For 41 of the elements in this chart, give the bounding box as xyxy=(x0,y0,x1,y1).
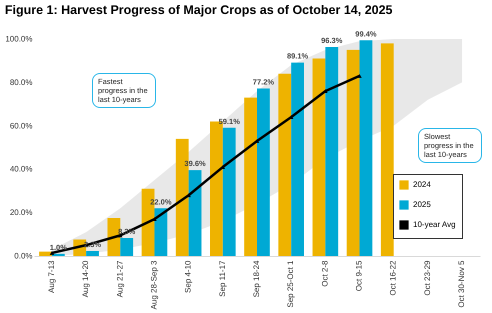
x-tick-label: Oct 30-Nov 5 xyxy=(457,260,466,308)
y-tick-label: 40.0% xyxy=(10,164,32,174)
bar xyxy=(325,47,338,256)
line-series xyxy=(50,74,362,255)
bar xyxy=(278,74,292,256)
bar xyxy=(154,208,168,256)
x-tick-label: Sep 25-Oct 1 xyxy=(286,260,296,308)
y-tick-label: 60.0% xyxy=(10,121,32,130)
chart-title: Figure 1: Harvest Progress of Major Crops as of October 14, 2025 xyxy=(4,2,393,17)
bar xyxy=(188,170,202,256)
bar xyxy=(291,62,304,256)
legend-label: 2025 xyxy=(413,200,432,209)
y-tick-label: 100.0% xyxy=(5,34,32,44)
x-tick-label: Oct 23-29 xyxy=(422,260,432,296)
bar xyxy=(380,43,394,256)
x-tick-label: Aug 21-27 xyxy=(115,260,124,298)
bar xyxy=(360,40,372,256)
x-tick-label: Aug 14-20 xyxy=(81,260,90,298)
x-tick-label: Aug 28-Sep 3 xyxy=(149,260,158,310)
bar xyxy=(346,50,360,256)
bar xyxy=(312,58,326,256)
x-tick-label: Aug 7-13 xyxy=(46,260,56,293)
x-tick-label: Sep 18-24 xyxy=(252,260,261,298)
point xyxy=(50,251,54,255)
bar xyxy=(86,251,99,256)
bar xyxy=(120,238,134,256)
bar xyxy=(244,98,257,256)
y-tick-label: 0.0% xyxy=(14,252,32,260)
bar xyxy=(222,128,236,256)
point xyxy=(357,74,362,78)
x-tick-label: Oct 2-8 xyxy=(320,260,330,287)
bar xyxy=(257,88,270,256)
bar xyxy=(39,252,52,256)
x-tick-label: Oct 16-22 xyxy=(388,260,398,296)
x-tick-label: Sep 11-17 xyxy=(218,260,227,297)
y-tick-label: 80.0% xyxy=(10,78,32,87)
legend-label: 2024 xyxy=(413,180,432,189)
legend-label: 10-year Avg xyxy=(413,220,456,229)
x-tick-label: Oct 9-15 xyxy=(354,260,364,292)
y-tick-label: 20.0% xyxy=(10,208,32,218)
x-tick-label: Sep 4-10 xyxy=(184,260,193,293)
